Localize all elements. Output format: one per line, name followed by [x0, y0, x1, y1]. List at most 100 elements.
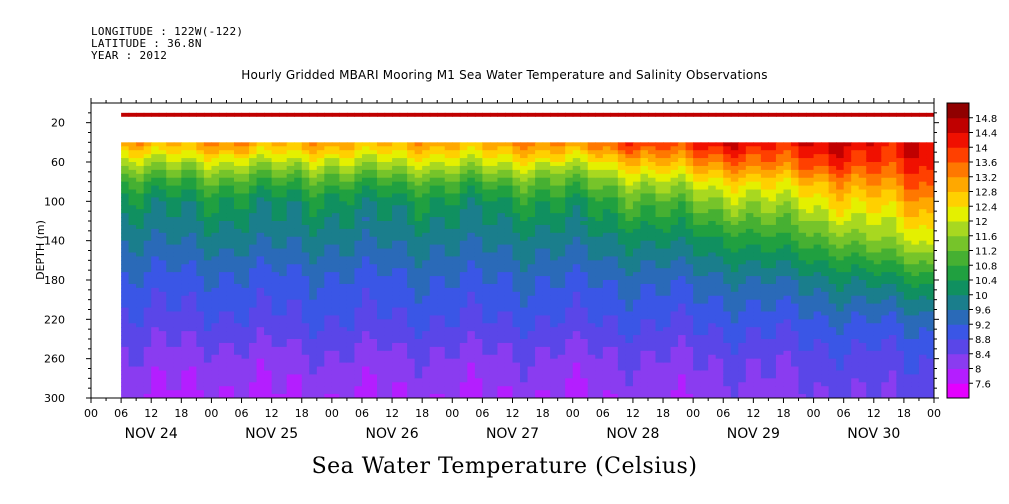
heatmap-cell	[181, 303, 190, 309]
surface-cell	[512, 112, 521, 117]
heatmap-cell	[670, 350, 679, 356]
heatmap-cell	[226, 350, 235, 356]
heatmap-cell	[316, 311, 325, 316]
heatmap-cell	[203, 213, 213, 218]
heatmap-cell	[234, 268, 243, 273]
heatmap-cell	[452, 173, 461, 179]
heatmap-cell	[444, 193, 453, 198]
heatmap-cell	[414, 272, 423, 277]
heatmap-cell	[226, 303, 235, 309]
heatmap-cell	[520, 319, 529, 324]
heatmap-cell	[572, 213, 581, 218]
heatmap-cell	[407, 335, 416, 340]
heatmap-cell	[587, 362, 596, 368]
surface-cell	[136, 112, 145, 117]
heatmap-cell	[399, 142, 408, 147]
heatmap-cell	[301, 236, 310, 242]
heatmap-cell	[241, 283, 250, 289]
heatmap-cell	[384, 185, 393, 191]
heatmap-cell	[655, 185, 664, 191]
heatmap-cell	[211, 244, 220, 250]
heatmap-cell	[121, 394, 130, 398]
surface-cell	[234, 112, 243, 117]
heatmap-cell	[407, 213, 416, 218]
heatmap-cell	[617, 307, 627, 313]
heatmap-cell	[377, 213, 386, 218]
heatmap-cell	[346, 150, 356, 155]
heatmap-cell	[196, 158, 205, 163]
heatmap-cell	[316, 158, 325, 163]
heatmap-cell	[527, 169, 536, 175]
heatmap-cell	[595, 370, 604, 375]
heatmap-cell	[256, 350, 265, 356]
heatmap-cell	[369, 394, 378, 398]
heatmap-cell	[595, 350, 604, 356]
heatmap-cell	[377, 169, 386, 175]
heatmap-cell	[587, 244, 596, 250]
heatmap-cell	[407, 142, 416, 147]
heatmap-cell	[286, 232, 295, 238]
heatmap-cell	[459, 386, 468, 391]
heatmap-cell	[361, 162, 371, 167]
heatmap-cell	[587, 224, 596, 230]
heatmap-cell	[286, 287, 295, 293]
heatmap-cell	[632, 283, 642, 289]
heatmap-cell	[452, 256, 461, 261]
heatmap-cell	[685, 177, 694, 183]
heatmap-cell	[136, 339, 145, 344]
heatmap-cell	[437, 303, 446, 309]
heatmap-cell	[474, 342, 483, 348]
heatmap-cell	[565, 339, 574, 344]
heatmap-cell	[151, 158, 160, 163]
heatmap-cell	[437, 193, 446, 198]
heatmap-cell	[414, 173, 423, 179]
heatmap-cell	[407, 287, 416, 293]
heatmap-cell	[196, 193, 205, 198]
heatmap-cell	[647, 177, 657, 183]
heatmap-cell	[489, 287, 499, 293]
heatmap-cell	[181, 158, 190, 163]
heatmap-cell	[655, 354, 664, 360]
heatmap-cell	[663, 268, 672, 273]
heatmap-cell	[256, 189, 265, 195]
heatmap-cell	[452, 260, 461, 265]
heatmap-cell	[286, 346, 295, 352]
heatmap-cell	[339, 165, 348, 171]
heatmap-cell	[565, 370, 574, 375]
surface-cell	[542, 112, 551, 117]
heatmap-cell	[527, 386, 536, 391]
heatmap-cell	[595, 213, 604, 218]
heatmap-cell	[203, 276, 213, 281]
heatmap-cell	[489, 311, 499, 316]
heatmap-cell	[121, 177, 130, 183]
heatmap-cell	[158, 354, 167, 360]
heatmap-cell	[136, 232, 145, 238]
heatmap-cell	[625, 189, 634, 195]
heatmap-cell	[181, 221, 190, 226]
heatmap-cell	[301, 291, 310, 297]
heatmap-cell	[188, 339, 197, 344]
heatmap-cell	[670, 177, 679, 183]
heatmap-cell	[256, 335, 265, 340]
heatmap-cell	[610, 268, 619, 273]
heatmap-cell	[324, 256, 333, 261]
heatmap-cell	[188, 386, 197, 391]
heatmap-cell	[678, 280, 687, 285]
heatmap-cell	[678, 335, 687, 340]
heatmap-cell	[512, 213, 521, 218]
heatmap-cell	[467, 362, 476, 368]
heatmap-cell	[203, 280, 213, 285]
heatmap-cell	[158, 177, 167, 183]
heatmap-cell	[203, 236, 213, 242]
heatmap-cell	[264, 181, 273, 187]
heatmap-cell	[226, 213, 235, 218]
heatmap-cell	[429, 327, 438, 332]
heatmap-cell	[249, 244, 258, 250]
heatmap-cell	[444, 236, 453, 242]
heatmap-cell	[632, 260, 642, 265]
heatmap-cell	[158, 228, 167, 234]
heatmap-cell	[324, 276, 333, 281]
heatmap-cell	[647, 169, 657, 175]
heatmap-cell	[196, 366, 205, 372]
heatmap-cell	[377, 386, 386, 391]
